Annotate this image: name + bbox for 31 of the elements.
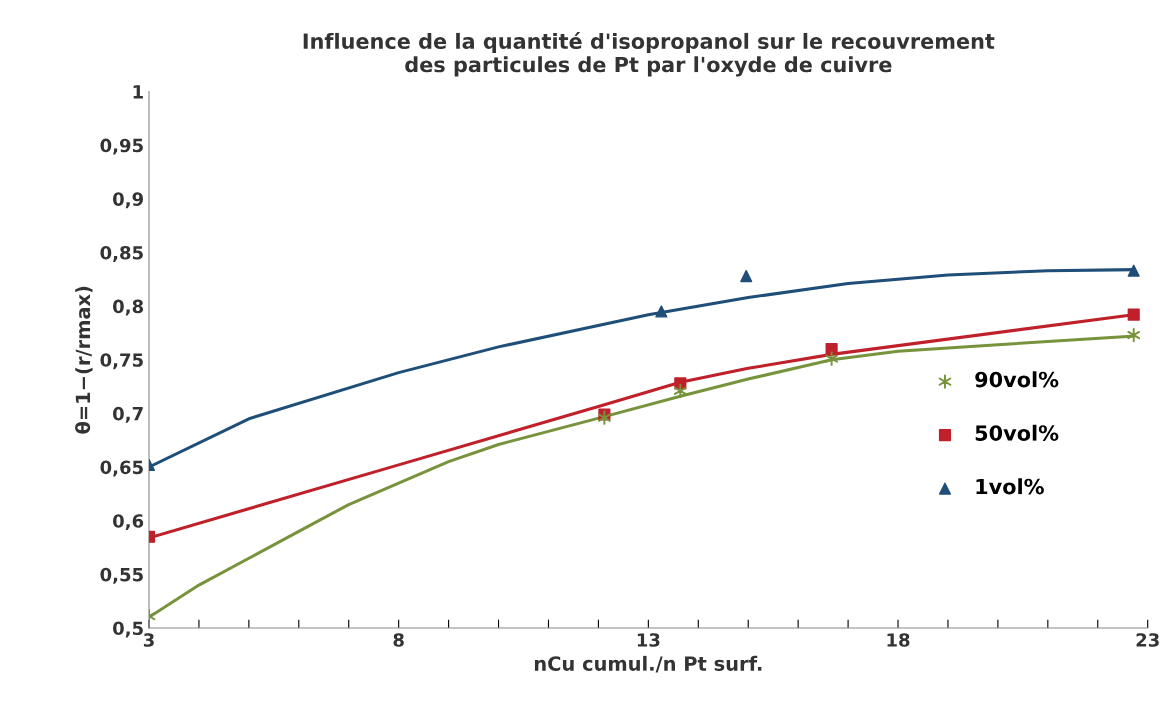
point [598,410,611,425]
y-tick-label: 0,65 [100,460,143,477]
y-tick-label: 0,75 [100,353,143,370]
chart-title: Influence de la quantité d'isopropanol sur le recouvrement des particules de Pt par l'oxyde de cuivre [303,32,995,77]
point [1127,327,1141,343]
y-tick-label: 1 [133,85,143,99]
y-tick-label: 0,8 [113,299,144,316]
legend-label: 50vol% [975,424,1059,441]
point [655,305,668,318]
point [825,342,838,356]
y-tick-label: 0,7 [113,406,143,423]
point [740,269,753,283]
x-tick-label: 23 [1136,633,1159,647]
y-tick-label: 0,95 [100,138,143,155]
y-tick-label: 0,5 [113,621,143,638]
point [1127,308,1140,321]
y-tick-label: 0,85 [100,245,143,262]
y-tick-label: 0,9 [113,192,143,209]
x-tick-label: 8 [393,633,404,647]
x-tick-label: 13 [637,633,660,647]
y-tick-label: 0,55 [100,567,143,584]
legend-label: 90vol% [975,371,1059,388]
point [673,383,687,399]
y-tick-label: 0,6 [113,514,144,531]
point [825,351,838,366]
point [1127,264,1140,277]
legend-label: 1vol% [976,478,1044,495]
x-axis-title: nCu cumul./n Pt surf. [534,655,762,673]
x-tick-label: 18 [887,633,910,647]
x-tick-label: 3 [143,633,154,647]
y-axis-title: θ=1−(r/rmax) [75,286,93,434]
